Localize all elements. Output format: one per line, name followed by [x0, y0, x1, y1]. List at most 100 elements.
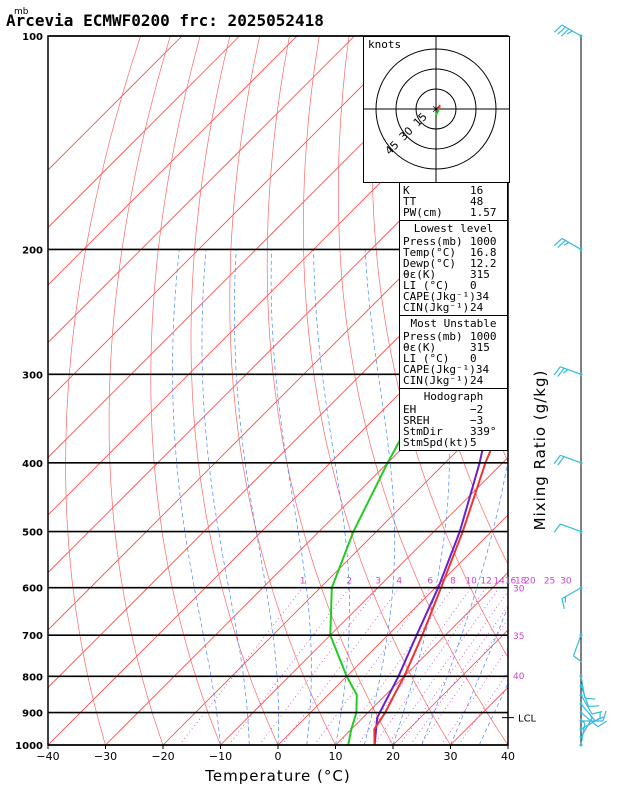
wind-barb-flag — [597, 720, 607, 728]
pressure-tick-label: 400 — [22, 459, 43, 470]
moist-adiabat-line — [313, 249, 350, 745]
wind-barb-flag — [584, 697, 596, 700]
lowest-level-row: Press(mb) 1000 — [403, 236, 504, 247]
mixing-ratio-line — [338, 587, 454, 745]
moist-adiabat-line — [234, 249, 279, 745]
wind-barb-flag — [562, 369, 569, 374]
lowest-level-row: CAPE(Jkg⁻¹) 34 — [403, 291, 504, 302]
mixing-ratio-label: 4 — [396, 577, 402, 587]
isotherm-line — [48, 36, 355, 344]
x-tick-label: 20 — [386, 750, 400, 763]
dry-adiabat-line — [558, 36, 618, 760]
mixing-ratio-label: 2 — [346, 577, 352, 587]
wind-barb-flag — [553, 366, 561, 376]
dry-adiabat-line — [302, 36, 451, 745]
most-unstable-row: θε(K) 315 — [403, 342, 504, 353]
moist-adiabat-line — [363, 249, 396, 745]
dry-adiabat-line — [587, 36, 618, 760]
wind-barb — [572, 633, 583, 663]
dewpoint-profile — [329, 287, 508, 745]
index-row: K 16 — [403, 185, 504, 196]
wind-barb-staff — [572, 634, 582, 657]
wind-barb — [553, 523, 583, 534]
x-tick-label: 40 — [501, 750, 515, 763]
most-unstable-value: 34 — [475, 363, 490, 376]
lowest-level-label: θε(K) — [403, 268, 437, 281]
lowest-level-row: CIN(Jkg⁻¹) 24 — [403, 302, 504, 313]
wind-barb — [553, 454, 583, 466]
wind-barb-staff — [580, 694, 593, 715]
wind-barb-staff — [580, 712, 599, 728]
pressure-tick-label: 600 — [22, 584, 43, 595]
wind-barb-flag — [561, 598, 565, 610]
indices-box: K 16 TT 48 PW(cm) 1.57 — [399, 182, 508, 220]
wind-barb — [553, 24, 583, 38]
wind-barb-flag — [563, 241, 570, 246]
lowest-level-label: Temp(°C) — [403, 246, 456, 259]
hodograph-params-title: Hodograph — [423, 390, 484, 403]
hodograph-param-row: EH −2 — [403, 404, 504, 415]
index-row: PW(cm) 1.57 — [403, 207, 504, 218]
dry-adiabat-line — [65, 36, 141, 745]
plot-area — [48, 36, 618, 760]
theta-e-label: 35 — [513, 632, 524, 642]
hodograph: 15 30 45 knots — [363, 36, 510, 183]
wind-barb — [579, 710, 607, 723]
mixing-ratio-axis-label: Mixing Ratio (g/kg) — [531, 370, 549, 531]
wind-barb-staff — [561, 24, 582, 37]
mixing-ratio-label: 3 — [375, 577, 381, 587]
index-label: TT — [403, 195, 417, 208]
most-unstable-title: Most Unstable — [410, 317, 497, 330]
isotherm-line — [220, 456, 508, 745]
hodograph-title: knots — [368, 38, 402, 51]
hodograph-ring — [375, 48, 497, 170]
most-unstable-value: 0 — [470, 352, 477, 365]
hodograph-params-box: Hodograph EH −2 SREH −3 StmDir 339° StmSpd(kt)… — [399, 388, 508, 451]
index-label: K — [403, 184, 410, 197]
lowest-level-label: Dewp(°C) — [403, 257, 456, 270]
mixing-ratio-line — [373, 587, 487, 745]
dry-adiabat-line — [190, 36, 279, 745]
wind-barb — [579, 711, 607, 728]
isotherm-line — [277, 514, 508, 745]
pressure-tick-label: 1000 — [15, 741, 43, 752]
mixing-ratio-line — [399, 590, 508, 745]
x-tick-label: 10 — [329, 750, 343, 763]
wind-barb — [579, 693, 603, 715]
wind-barb-flag — [560, 28, 570, 37]
info-panel: K 16 TT 48 PW(cm) 1.57 Lowest level Press(mb)… — [399, 182, 508, 451]
chart-title: Arcevia ECMWF0200 frc: 2025052418 — [6, 11, 324, 30]
pressure-tick-label: 900 — [22, 709, 43, 720]
most-unstable-label: LI (°C) — [403, 352, 450, 365]
mixing-ratio-label: 18 — [515, 577, 527, 587]
x-tick-label: −30 — [94, 750, 117, 763]
pressure-tick-label: 100 — [22, 32, 43, 43]
most-unstable-row: CIN(Jkg⁻¹) 24 — [403, 375, 504, 386]
wind-barb-flag — [594, 716, 605, 722]
lowest-level-row: θε(K) 315 — [403, 269, 504, 280]
wind-barb-flag — [557, 26, 566, 35]
wind-barb-flag — [553, 237, 563, 247]
hodograph-param-label: EH — [403, 403, 417, 416]
isotherm-line — [162, 399, 508, 745]
dry-adiabat-line — [108, 36, 171, 745]
lowest-level-value: 34 — [475, 290, 490, 303]
lowest-level-value: 24 — [470, 301, 484, 314]
wind-barb-flag — [566, 30, 573, 35]
index-row: TT 48 — [403, 196, 504, 207]
lowest-level-row: Dewp(°C) 12.2 — [403, 258, 504, 269]
wind-barb — [579, 702, 605, 722]
mixing-ratio-label: 30 — [560, 577, 572, 587]
index-value: 48 — [470, 195, 484, 208]
lowest-level-title: Lowest level — [413, 222, 494, 235]
isotherm-line — [48, 36, 470, 459]
mixing-ratio-line — [281, 587, 400, 745]
wind-barb-flag — [557, 239, 566, 249]
wind-barb-staff — [580, 703, 596, 722]
lowest-level-row: Temp(°C) 16.8 — [403, 247, 504, 258]
hodograph-param-row: StmDir 339° — [403, 426, 504, 437]
isotherm-line — [48, 36, 413, 401]
wind-barb-staff — [561, 237, 582, 250]
